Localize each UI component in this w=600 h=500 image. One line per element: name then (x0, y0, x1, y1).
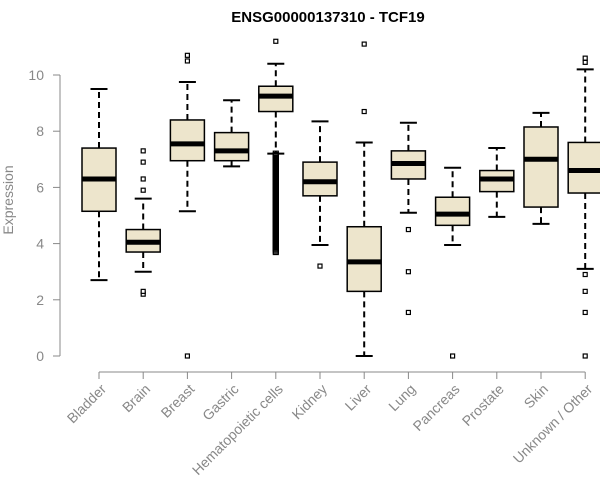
outlier-point (582, 55, 588, 61)
x-tick-label: Liver (342, 381, 375, 414)
outlier-point (140, 187, 146, 193)
plot-area (81, 38, 600, 359)
box-iqr (302, 161, 338, 197)
outlier-point (140, 159, 146, 165)
box-iqr (523, 126, 559, 208)
box-group (213, 99, 250, 168)
y-tick-label: 0 (36, 348, 44, 364)
y-tick-label: 8 (36, 123, 44, 139)
box-group (169, 52, 206, 359)
y-axis: 0 2 4 6 8 10 (28, 67, 61, 364)
outlier-point (405, 226, 411, 233)
outlier-point (582, 59, 588, 65)
box-group (81, 88, 117, 282)
box-group (523, 111, 559, 225)
box-group (390, 121, 427, 316)
outlier-point (405, 309, 411, 316)
y-tick-label: 6 (36, 179, 44, 195)
x-tick-label: Prostate (459, 381, 507, 429)
box-group (346, 41, 382, 357)
x-tick-label: Unknown / Other (510, 381, 596, 467)
x-tick-label: Skin (521, 381, 552, 412)
outlier-point (140, 288, 146, 294)
outlier-point (317, 263, 323, 269)
box-group (302, 120, 338, 269)
outlier-point (273, 38, 279, 44)
box-group (125, 148, 161, 297)
x-tick-label: Breast (158, 381, 198, 421)
outlier-point (184, 58, 190, 64)
box-group (479, 147, 515, 218)
outlier-point (361, 41, 367, 47)
outlier-point (140, 148, 146, 154)
x-tick-label: Pancreas (410, 381, 463, 434)
x-tick-label: Gastric (199, 381, 242, 424)
outlier-point (405, 269, 411, 275)
y-tick-label: 4 (36, 236, 44, 252)
outlier-point (361, 108, 367, 115)
box-iqr (346, 225, 382, 293)
outlier-point (140, 176, 146, 182)
box-group (567, 55, 600, 359)
y-tick-label: 10 (28, 67, 44, 83)
box-iqr (213, 131, 250, 162)
y-tick-label: 2 (36, 292, 44, 308)
outlier-point (582, 309, 588, 316)
outlier-point (272, 150, 279, 157)
outlier-point (582, 288, 588, 294)
x-tick-label: Lung (385, 381, 418, 414)
x-tick-label: Kidney (289, 381, 331, 423)
box-iqr (169, 119, 206, 162)
box-iqr (258, 85, 294, 113)
x-tick-label: Bladder (64, 381, 110, 427)
box-iqr (434, 196, 471, 227)
outlier-point (582, 353, 588, 359)
outlier-point (582, 271, 588, 278)
x-tick-label: Brain (119, 381, 153, 415)
y-axis-label: Expression (0, 165, 16, 234)
box-group (258, 38, 294, 256)
box-group (434, 166, 471, 359)
outlier-point (184, 353, 190, 359)
outlier-point (450, 353, 456, 359)
outlier-point (184, 52, 190, 58)
box-iqr (567, 141, 600, 194)
chart-title: ENSG00000137310 - TCF19 (231, 9, 424, 26)
